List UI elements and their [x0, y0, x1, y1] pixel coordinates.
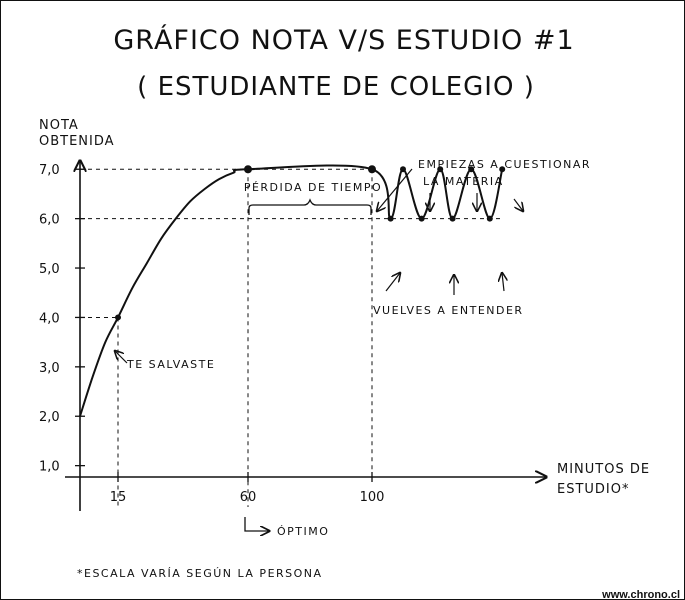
- entender-arrow-1: [385, 273, 400, 292]
- chart-subtitle: ( ESTUDIANTE DE COLEGIO ): [137, 72, 535, 102]
- y-ticks: 1,0 2,0 3,0 4,0 5,0 6,0 7,0: [39, 163, 85, 475]
- y-tick-label: 3,0: [39, 361, 60, 376]
- data-point: [115, 314, 121, 321]
- annotation-cuestionar-line1: EMPIEZAS A CUESTIONAR: [418, 158, 591, 171]
- data-point: [468, 166, 475, 173]
- cuestionar-arrow-1: [377, 168, 413, 211]
- y-tick-label: 6,0: [39, 213, 60, 228]
- x-tick-label: 100: [360, 490, 385, 505]
- x-ticks: 15 60 100: [110, 472, 385, 505]
- annotation-salvaste: TE SALVASTE: [126, 358, 215, 371]
- data-point: [244, 165, 252, 174]
- y-tick-label: 5,0: [39, 262, 60, 277]
- x-tick-label: 15: [110, 490, 127, 505]
- annotation-perdida: PÉRDIDA DE TIEMPO: [244, 181, 382, 194]
- y-tick-label: 7,0: [39, 163, 60, 178]
- y-tick-label: 4,0: [39, 311, 60, 326]
- annotation-optimo: ÓPTIMO: [277, 525, 329, 538]
- chart-title: GRÁFICO NOTA V/S ESTUDIO #1: [113, 24, 574, 56]
- reference-lines: [80, 168, 503, 507]
- credit: www.chrono.cl: [601, 589, 680, 600]
- cuestionar-arrow-4: [513, 198, 523, 211]
- annotation-cuestionar-line2: LA MATERIA: [423, 175, 504, 188]
- y-tick-label: 2,0: [39, 410, 60, 425]
- series-points: [115, 165, 506, 321]
- y-tick-label: 1,0: [39, 460, 60, 475]
- data-point: [449, 215, 456, 222]
- data-point: [437, 166, 444, 173]
- salvaste-arrow: [115, 351, 128, 364]
- data-point: [499, 166, 506, 173]
- y-axis-label-line1: NOTA: [39, 118, 79, 133]
- footnote: *ESCALA VARÍA SEGÚN LA PERSONA: [77, 567, 323, 580]
- y-axis-label-line2: OBTENIDA: [39, 134, 115, 149]
- data-point: [418, 215, 425, 222]
- x-tick-label: 60: [240, 490, 257, 505]
- entender-arrow-3: [502, 273, 504, 292]
- x-axis-label-line1: MINUTOS DE: [557, 462, 650, 477]
- data-point: [368, 165, 376, 174]
- perdida-brace: [248, 198, 372, 215]
- annotation-entender: VUELVES A ENTENDER: [373, 304, 524, 317]
- optimo-arrow: [244, 517, 269, 531]
- x-axis-label-line2: ESTUDIO*: [557, 482, 630, 497]
- data-point: [400, 166, 406, 173]
- data-point: [486, 215, 493, 222]
- series-line: [79, 164, 504, 417]
- data-point: [387, 215, 394, 222]
